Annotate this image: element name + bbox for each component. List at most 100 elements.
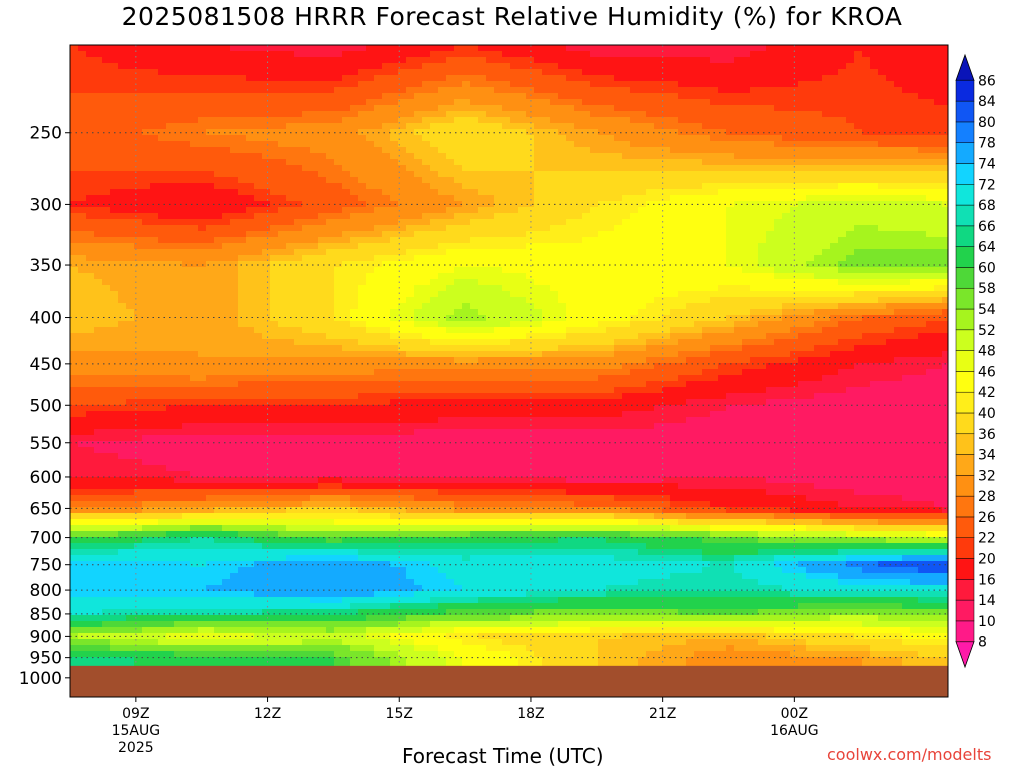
field-cell: [718, 255, 727, 262]
field-cell: [582, 219, 591, 226]
field-cell: [134, 219, 143, 226]
field-cell: [862, 189, 871, 196]
field-cell: [102, 213, 111, 220]
field-cell: [326, 291, 335, 298]
field-cell: [934, 261, 943, 268]
field-cell: [246, 147, 255, 154]
field-cell: [350, 201, 359, 208]
field-cell: [278, 147, 287, 154]
field-cell: [406, 243, 415, 250]
field-cell: [574, 225, 583, 232]
field-cell: [798, 309, 807, 316]
field-cell: [86, 225, 95, 232]
field-cell: [694, 147, 703, 154]
field-cell: [222, 207, 231, 214]
field-cell: [750, 201, 759, 208]
field-cell: [502, 177, 511, 184]
field-cell: [214, 195, 223, 202]
field-cell: [382, 117, 391, 124]
field-cell: [486, 285, 495, 292]
field-cell: [758, 309, 767, 316]
field-cell: [374, 81, 383, 88]
field-cell: [166, 267, 175, 274]
field-cell: [542, 111, 551, 118]
field-cell: [438, 99, 447, 106]
field-cell: [254, 195, 263, 202]
field-cell: [870, 213, 879, 220]
field-cell: [182, 273, 191, 280]
field-cell: [750, 279, 759, 286]
field-cell: [918, 93, 927, 100]
field-cell: [78, 303, 87, 310]
field-cell: [222, 237, 231, 244]
field-cell: [846, 279, 855, 286]
field-cell: [790, 123, 799, 130]
field-cell: [486, 213, 495, 220]
field-cell: [894, 207, 903, 214]
field-cell: [750, 207, 759, 214]
field-cell: [382, 93, 391, 100]
field-cell: [374, 117, 383, 124]
field-cell: [454, 243, 463, 250]
field-cell: [886, 45, 895, 52]
field-cell: [694, 159, 703, 166]
field-cell: [526, 69, 535, 76]
field-cell: [854, 117, 863, 124]
field-cell: [318, 315, 327, 322]
field-cell: [670, 135, 679, 142]
field-cell: [830, 261, 839, 268]
field-cell: [486, 129, 495, 136]
field-cell: [294, 309, 303, 316]
field-cell: [630, 255, 639, 262]
field-cell: [158, 141, 167, 148]
field-cell: [734, 99, 743, 106]
field-cell: [934, 249, 943, 256]
field-cell: [926, 279, 935, 286]
field-cell: [198, 267, 207, 274]
field-cell: [262, 57, 271, 64]
field-cell: [70, 231, 79, 238]
field-cell: [342, 141, 351, 148]
field-cell: [590, 255, 599, 262]
field-cell: [702, 249, 711, 256]
field-cell: [390, 87, 399, 94]
field-cell: [854, 63, 863, 70]
field-cell: [486, 279, 495, 286]
field-cell: [750, 105, 759, 112]
field-cell: [382, 279, 391, 286]
field-cell: [878, 195, 887, 202]
field-cell: [294, 261, 303, 268]
field-cell: [206, 213, 215, 220]
field-cell: [942, 255, 948, 262]
field-cell: [654, 51, 663, 58]
field-cell: [606, 111, 615, 118]
field-cell: [414, 189, 423, 196]
field-cell: [646, 297, 655, 304]
field-cell: [550, 81, 559, 88]
field-cell: [374, 159, 383, 166]
field-cell: [582, 123, 591, 130]
field-cell: [214, 303, 223, 310]
field-cell: [686, 267, 695, 274]
field-cell: [518, 75, 527, 82]
field-cell: [726, 303, 735, 310]
field-cell: [198, 75, 207, 82]
field-cell: [774, 195, 783, 202]
field-cell: [758, 291, 767, 298]
field-cell: [286, 219, 295, 226]
field-cell: [470, 261, 479, 268]
field-cell: [478, 75, 487, 82]
field-cell: [622, 219, 631, 226]
field-cell: [518, 261, 527, 268]
field-cell: [494, 249, 503, 256]
field-cell: [590, 189, 599, 196]
field-cell: [630, 261, 639, 268]
field-cell: [758, 231, 767, 238]
field-cell: [606, 141, 615, 148]
field-cell: [750, 129, 759, 136]
field-cell: [766, 237, 775, 244]
field-cell: [318, 231, 327, 238]
field-cell: [574, 219, 583, 226]
field-cell: [774, 141, 783, 148]
field-cell: [454, 177, 463, 184]
